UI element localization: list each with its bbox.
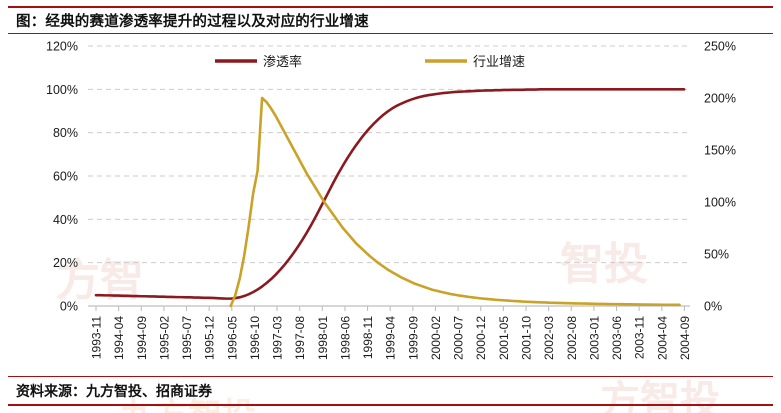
legend-label: 行业增速	[473, 54, 525, 69]
figure-title-band: 图：经典的赛道渗透率提升的过程以及对应的行业增速	[8, 6, 773, 34]
series-lines	[94, 88, 686, 308]
line-chart: 渗透率 行业增速 0% 20% 40% 60% 80% 100% 120% 0% 50% 100%…	[46, 40, 736, 361]
y-axis-left-tick-label: 60%	[53, 170, 78, 184]
x-axis-tick-label: 1994-09	[135, 316, 149, 360]
x-axis-tick-label: 1995-02	[157, 316, 171, 360]
x-axis-tick-label: 2001-10	[520, 316, 534, 360]
y-axis-left-tick-label: 20%	[53, 256, 78, 270]
grid-lines	[88, 45, 690, 264]
y-axis-right-tick-label: 250%	[704, 40, 736, 54]
chart-legend: 渗透率 行业增速	[215, 54, 525, 69]
source-text: 资料来源：九方智投、招商证券	[16, 382, 212, 399]
y-axis-left-tick-label: 100%	[46, 83, 78, 97]
chart-area: 渗透率 行业增速 0% 20% 40% 60% 80% 100% 120% 0% 50% 100%…	[0, 34, 781, 376]
y-axis-right-tick-label: 200%	[704, 92, 736, 106]
x-axis-tick-label: 1994-04	[112, 316, 126, 360]
x-axis-tick-label: 1995-12	[203, 316, 217, 360]
page-title: 图：经典的赛道渗透率提升的过程以及对应的行业增速	[16, 14, 369, 30]
x-axis-tick-label: 1997-03	[271, 316, 285, 360]
legend-label: 渗透率	[263, 54, 302, 69]
x-axis-tick-label: 2000-07	[452, 316, 466, 360]
x-axis-tick-label: 1999-04	[384, 316, 398, 360]
y-axis-left-tick-label: 80%	[53, 126, 78, 140]
x-axis-tick-label: 2003-11	[633, 316, 647, 359]
y-axis-right-ticks: 0% 50% 100% 150% 200% 250%	[704, 40, 736, 314]
x-axis-tick-label: 1996-05	[225, 316, 239, 360]
x-axis-tick-label: 1995-07	[180, 316, 194, 360]
y-axis-left-tick-label: 40%	[53, 213, 78, 227]
x-axis-tick-label: 1999-09	[406, 316, 420, 360]
figure-source-band: 资料来源：九方智投、招商证券	[8, 376, 773, 406]
y-axis-left-ticks: 0% 20% 40% 60% 80% 100% 120%	[46, 40, 78, 314]
y-axis-left-tick-label: 120%	[46, 40, 78, 54]
x-axis-tick-label: 2000-02	[429, 316, 443, 360]
x-axis-tick-label: 1996-10	[248, 316, 262, 360]
x-axis-ticks: 1993-11 1994-04 1994-09 1995-02 1995-07 1995-…	[90, 306, 692, 360]
y-axis-right-tick-label: 150%	[704, 144, 736, 158]
y-axis-right-tick-label: 50%	[704, 248, 729, 262]
y-axis-left-tick-label: 0%	[60, 300, 78, 314]
x-axis-tick-label: 1997-08	[293, 316, 307, 360]
x-axis-tick-label: 2003-01	[587, 316, 601, 360]
x-axis-tick-label: 2001-05	[497, 316, 511, 360]
y-axis-right-tick-label: 100%	[704, 196, 736, 210]
series-line-penetration	[94, 88, 686, 300]
x-axis-tick-label: 2003-06	[610, 316, 624, 360]
x-axis-tick-label: 2004-04	[655, 316, 669, 360]
x-axis-tick-label: 2004-09	[678, 316, 692, 360]
x-axis-tick-label: 1998-01	[316, 316, 330, 360]
x-axis-tick-label: 2002-03	[542, 316, 556, 360]
x-axis-tick-label: 1993-11	[90, 316, 104, 359]
x-axis-tick-label: 2002-08	[565, 316, 579, 360]
y-axis-right-tick-label: 0%	[704, 300, 722, 314]
series-line-growth	[229, 96, 681, 308]
x-axis-tick-label: 2000-12	[474, 316, 488, 360]
x-axis-tick-label: 1998-11	[361, 316, 375, 359]
x-axis-tick-label: 1998-06	[338, 316, 352, 360]
